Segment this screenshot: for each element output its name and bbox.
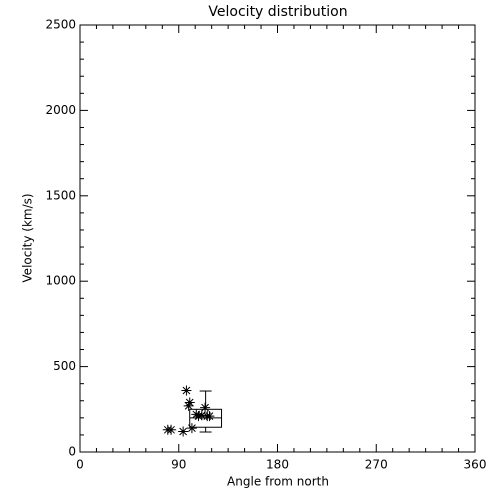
asterisk-point (193, 411, 204, 422)
asterisk-point (166, 424, 177, 435)
x-tick-label: 90 (171, 458, 186, 472)
y-tick-label: 1500 (45, 188, 76, 202)
asterisk-point (200, 402, 211, 413)
x-tick-label: 270 (365, 458, 388, 472)
asterisk-point (186, 423, 197, 434)
y-tick-label: 2000 (45, 103, 76, 117)
asterisk-point (196, 410, 207, 421)
asterisk-point (178, 426, 189, 437)
asterisk-point (181, 385, 192, 396)
x-tick-label: 360 (464, 458, 487, 472)
x-tick-label: 0 (76, 458, 84, 472)
y-tick-label: 500 (53, 359, 76, 373)
plot-frame (79, 24, 476, 453)
chart-title: Velocity distribution (208, 4, 347, 20)
asterisk-point (204, 411, 215, 422)
x-axis-label: Angle from north (227, 475, 329, 489)
y-tick-label: 0 (68, 445, 76, 459)
y-axis-label: Velocity (km/s) (21, 193, 35, 282)
asterisk-point (184, 397, 195, 408)
y-tick-label: 1000 (45, 274, 76, 288)
asterisk-point (183, 400, 194, 411)
x-tick-label: 180 (266, 458, 289, 472)
y-tick-label: 2500 (45, 18, 76, 32)
